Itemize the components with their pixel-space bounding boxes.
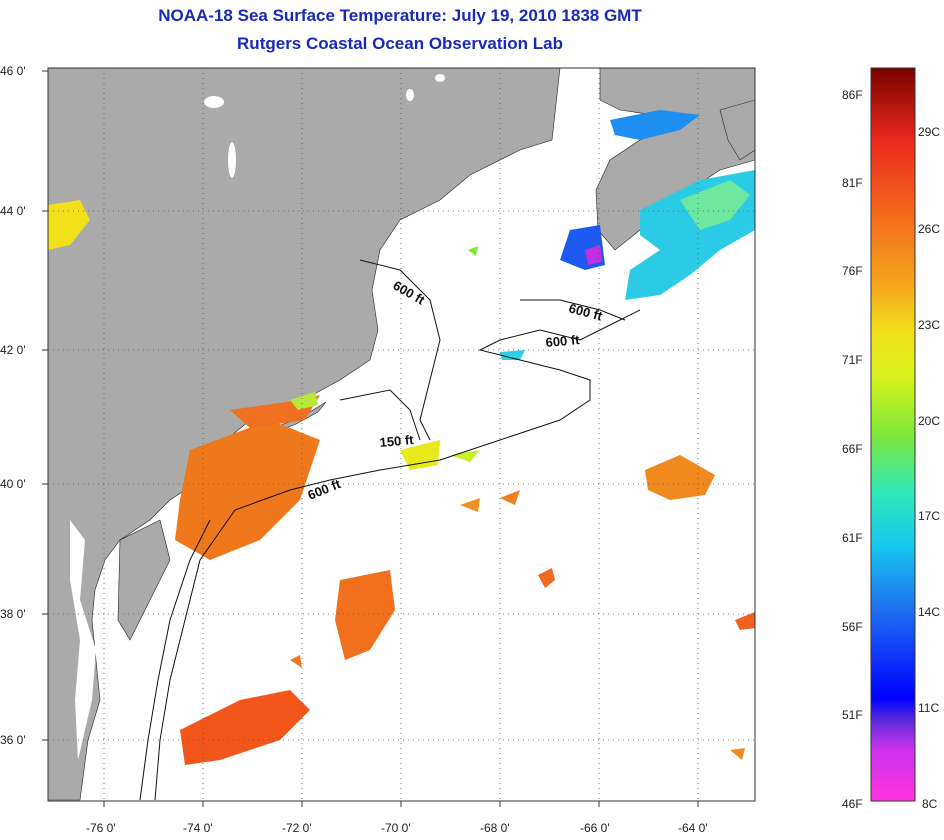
lake	[204, 96, 224, 108]
colorbar-c-label: 17C	[918, 509, 940, 523]
lon-label: -70 0'	[381, 821, 411, 835]
lat-labels: 46 0' 44 0' 42 0' 40 0' 38 0' 36 0'	[0, 64, 26, 747]
lon-label: -64 0'	[678, 821, 708, 835]
colorbar-c-label: 14C	[918, 605, 940, 619]
colorbar-f-label: 76F	[842, 264, 863, 278]
colorbar-c-labels: 29C 26C 23C 20C 17C 14C 11C 8C	[918, 125, 940, 811]
sst-cool-patches	[468, 110, 755, 360]
lat-label: 38 0'	[0, 607, 26, 621]
lake	[228, 142, 236, 178]
land-delmarva	[117, 519, 171, 641]
lat-label: 40 0'	[0, 477, 26, 491]
colorbar-f-label: 66F	[842, 442, 863, 456]
colorbar-c-label: 11C	[918, 701, 939, 715]
contour-label: 150 ft	[379, 432, 415, 450]
colorbar-f-label: 86F	[842, 88, 863, 102]
lon-label: -66 0'	[580, 821, 610, 835]
colorbar-f-label: 61F	[842, 531, 863, 545]
lon-label: -68 0'	[480, 821, 510, 835]
lat-label: 36 0'	[0, 733, 26, 747]
colorbar-c-label: 20C	[918, 414, 940, 428]
colorbar-c-label: 29C	[918, 125, 940, 139]
land-cape-breton	[719, 99, 755, 161]
colorbar-f-labels: 86F 81F 76F 71F 66F 61F 56F 51F 46F	[842, 88, 863, 811]
colorbar-c-label: 26C	[918, 222, 940, 236]
lat-label: 46 0'	[0, 64, 26, 78]
colorbar-f-label: 46F	[842, 797, 863, 811]
lake	[435, 74, 445, 82]
map-title: NOAA-18 Sea Surface Temperature: July 19…	[158, 6, 642, 25]
colorbar-f-label: 51F	[842, 708, 863, 722]
graticule	[48, 68, 755, 801]
axis-ticks	[42, 70, 699, 807]
colorbar	[870, 67, 916, 802]
colorbar-f-label: 81F	[842, 176, 863, 190]
lon-label: -72 0'	[282, 821, 312, 835]
lon-label: -74 0'	[183, 821, 213, 835]
contour-label: 600 ft	[545, 332, 581, 350]
lake	[406, 89, 414, 101]
sst-mid-patches	[48, 200, 480, 470]
lon-label: -76 0'	[86, 821, 116, 835]
colorbar-f-label: 71F	[842, 353, 863, 367]
lat-label: 44 0'	[0, 204, 26, 218]
colorbar-f-label: 56F	[842, 620, 863, 634]
chesapeake-bay	[70, 520, 96, 760]
lat-label: 42 0'	[0, 343, 26, 357]
bathymetry-contours	[139, 259, 641, 801]
colorbar-c-label: 23C	[918, 318, 940, 332]
lon-labels: -76 0' -74 0' -72 0' -70 0' -68 0' -66 0…	[86, 821, 708, 835]
map-subtitle: Rutgers Coastal Ocean Observation Lab	[237, 34, 563, 53]
sst-warm-patches	[175, 395, 755, 765]
colorbar-c-label: 8C	[922, 797, 938, 811]
